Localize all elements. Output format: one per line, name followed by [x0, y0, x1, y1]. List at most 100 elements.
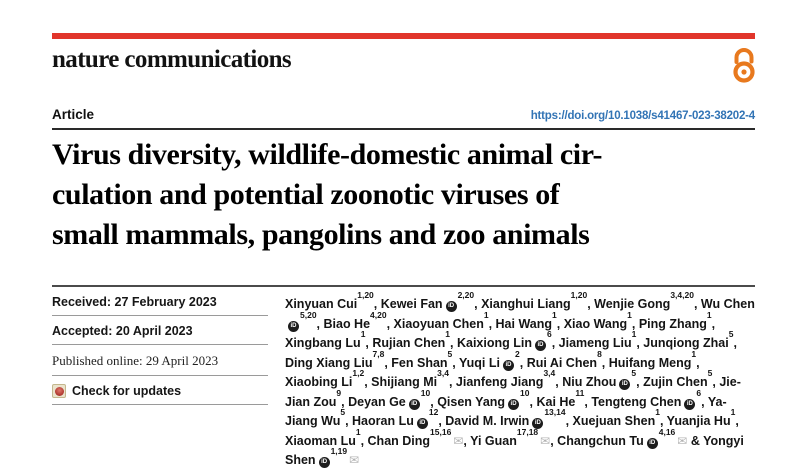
orcid-icon[interactable]: iD [416, 418, 428, 429]
author-affiliation-superscript: 3,4 [437, 368, 449, 379]
author-affiliation-superscript: 1,20 [570, 290, 588, 301]
author: Xingbang Lu1 [285, 330, 365, 350]
author-affiliation-superscript: 12 [428, 407, 439, 418]
author-affiliation-superscript: 15,16 [430, 426, 452, 437]
email-icon[interactable]: ✉ [677, 433, 688, 448]
author-affiliation-superscript: 6 [546, 329, 552, 340]
author-name: Shijiang Mi [371, 375, 438, 389]
author-affiliation-superscript: 1 [730, 407, 736, 418]
author-affiliation-superscript: 1 [552, 309, 557, 320]
author-name: Kewei Fan [380, 297, 443, 311]
meta-and-authors: Received: 27 February 2023 Accepted: 20 … [52, 285, 755, 471]
author: Haoran Lu iD12 [352, 408, 438, 429]
open-access-icon [731, 47, 757, 88]
author-name: Xiaobing Li [285, 375, 353, 389]
author-name: Qisen Yang [437, 394, 506, 409]
author-name: Rujian Chen [372, 336, 446, 350]
author-name: Ding Xiang Liu [285, 355, 373, 370]
author-name: Chan Ding [367, 433, 431, 448]
author-affiliation-superscript: 17,18 [516, 426, 539, 437]
author-name: Xingbang Lu [285, 336, 361, 350]
doi-link[interactable]: https://doi.org/10.1038/s41467-023-38202… [530, 110, 755, 122]
author-name: Jiameng Liu [558, 336, 632, 350]
received-date: Received: 27 February 2023 [52, 287, 268, 316]
orcid-icon[interactable]: iD [619, 379, 631, 390]
author-name: Wu Chen [700, 297, 755, 311]
author-name: Yuanjia Hu [666, 414, 731, 428]
author: Kaixiong Lin iD6 [456, 330, 552, 351]
author-affiliation-superscript: 1 [627, 309, 632, 320]
article-history-sidebar: Received: 27 February 2023 Accepted: 20 … [52, 287, 268, 471]
author-affiliation-superscript: 1 [706, 309, 712, 320]
author: Xiaobing Li1,2 [285, 369, 364, 389]
author-name: Xiao Wang [563, 316, 628, 331]
author-affiliation-superscript: 5,20 [300, 309, 317, 320]
author: Biao He4,20 [323, 311, 387, 331]
author: Kewei Fan iD2,20 [380, 291, 474, 312]
author-name: Yongyi Shen [285, 433, 744, 468]
author-affiliation-superscript: 13,14 [544, 407, 566, 418]
orcid-icon[interactable]: iD [534, 340, 546, 351]
email-icon[interactable]: ✉ [540, 433, 551, 448]
author-name: David M. Irwin [445, 414, 530, 428]
author-name: Xuejuan Shen [572, 414, 656, 428]
author-name: Wenjie Gong [594, 297, 671, 311]
author-name: Yi Guan [470, 433, 517, 448]
orcid-icon[interactable]: iD [508, 398, 520, 410]
author-name: Hai Wang [495, 316, 553, 331]
author-affiliation-superscript: 10 [520, 387, 530, 398]
author-affiliation-superscript: 11 [575, 387, 585, 398]
author: Jianfeng Jiang3,4 [456, 369, 555, 389]
author-name: Kaixiong Lin [456, 336, 532, 350]
author: Rui Ai Chen8 [527, 350, 602, 370]
title-line-3: small mammals, pangolins and zoo animals [52, 218, 590, 251]
author: Xuejuan Shen1 [572, 408, 660, 428]
orcid-icon[interactable]: iD [503, 359, 514, 371]
author: Fen Shan5 [391, 350, 452, 370]
accepted-date: Accepted: 20 April 2023 [52, 316, 268, 345]
author: Ya-Jiang Wu5 [285, 395, 727, 429]
author-name: Tengteng Chen [591, 394, 682, 409]
article-type-label: Article [52, 107, 95, 122]
author: Wenjie Gong3,4,20 [594, 291, 694, 311]
author-name: Yuqi Li [459, 355, 500, 370]
title-line-2: culation and potential zoonotic viruses … [52, 178, 560, 211]
orcid-icon[interactable]: iD [684, 398, 696, 410]
author-affiliation-superscript: 1 [445, 329, 451, 340]
author-name: Haoran Lu [352, 414, 414, 428]
published-date: Published online: 29 April 2023 [52, 345, 268, 376]
orcid-icon[interactable]: iD [318, 457, 330, 468]
author-name: Xianghui Liang [481, 297, 571, 311]
author: Xianghui Liang1,20 [481, 291, 587, 311]
email-icon[interactable]: ✉ [349, 453, 360, 467]
orcid-icon[interactable]: iD [532, 418, 544, 429]
author-name: Ya-Jiang Wu [285, 394, 727, 429]
author-affiliation-superscript: 8 [597, 348, 602, 359]
author-affiliation-superscript: 5 [340, 407, 346, 418]
crossmark-icon [52, 384, 66, 398]
author: Chan Ding15,16✉ [367, 428, 464, 448]
author-affiliation-superscript: 1 [355, 426, 361, 437]
author-affiliation-superscript: 2 [515, 348, 520, 359]
check-for-updates-button[interactable]: Check for updates [52, 376, 268, 405]
author: Zujin Chen5 [643, 369, 712, 389]
author-name: Biao He [323, 316, 371, 331]
author-name: Huifang Meng [608, 355, 692, 370]
author: Jiameng Liu1 [558, 330, 637, 350]
author: Xinyuan Cui1,20 [285, 291, 374, 311]
orcid-icon[interactable]: iD [408, 398, 420, 410]
author-affiliation-superscript: 9 [336, 387, 342, 398]
author-affiliation-superscript: 1,2 [352, 368, 365, 379]
title-line-1: Virus diversity, wildlife-domestic anima… [52, 138, 603, 171]
author: Huifang Meng1 [608, 350, 696, 370]
author: Jie-Jian Zou9 [285, 375, 741, 409]
author-name: Ping Zhang [638, 316, 707, 331]
orcid-icon[interactable]: iD [445, 301, 457, 312]
author-name: Junqiong Zhai [643, 336, 729, 350]
email-icon[interactable]: ✉ [453, 433, 464, 448]
orcid-icon[interactable]: iD [646, 437, 658, 449]
author-name: Xinyuan Cui [285, 297, 358, 311]
author: Shijiang Mi3,4 [371, 369, 449, 389]
accent-bar [52, 33, 755, 39]
orcid-icon[interactable]: iD [288, 320, 299, 332]
